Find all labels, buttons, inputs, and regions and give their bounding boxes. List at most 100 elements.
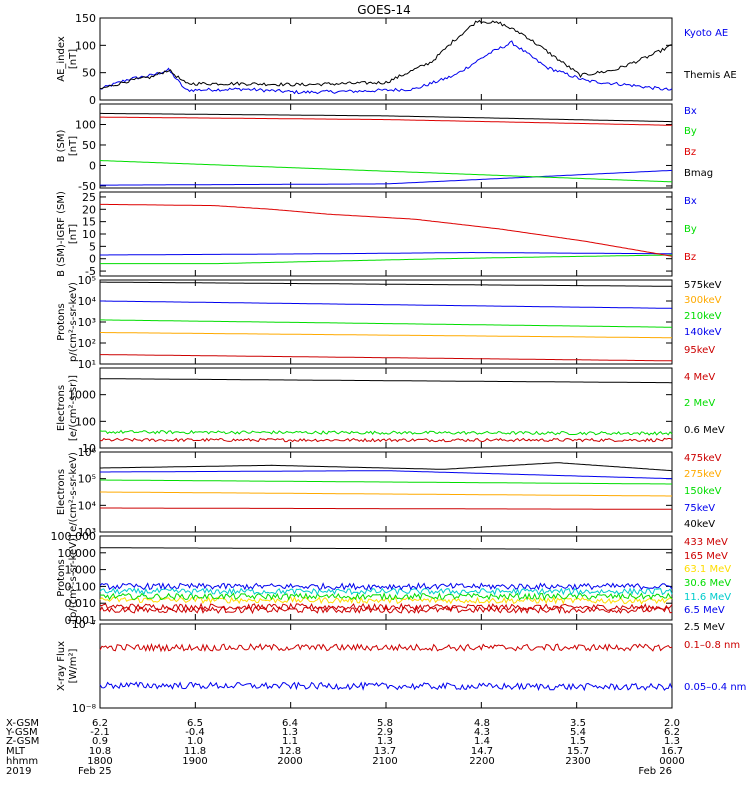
legend-300kev: 300keV bbox=[684, 295, 722, 306]
ephemeris-row-label: Y-GSM bbox=[5, 727, 38, 738]
legend-30-6-mev: 30.6 MeV bbox=[684, 578, 731, 589]
ephemeris-value: 2200 bbox=[469, 756, 494, 767]
ephemeris-table: X-GSMY-GSMZ-GSMMLThhmm20196.2-2.10.910.8… bbox=[5, 718, 685, 777]
y-tick-label: 10³ bbox=[78, 316, 96, 329]
series-line-kyoto-ae bbox=[99, 40, 673, 95]
ephemeris-value: 1.0 bbox=[187, 736, 203, 747]
legend-4-mev: 4 MeV bbox=[684, 372, 715, 383]
y-axis-label: Protons bbox=[56, 303, 67, 340]
legend-0-05-0-4-nm: 0.05–0.4 nm bbox=[684, 682, 746, 693]
ephemeris-value: Feb 25 bbox=[78, 766, 112, 777]
series-line-95kev bbox=[100, 354, 673, 362]
panel-frame bbox=[99, 103, 673, 189]
series-line-0-6-mev bbox=[100, 378, 672, 384]
ephemeris-value: 0000 bbox=[659, 756, 684, 767]
y-tick-label: 10¹ bbox=[78, 358, 96, 371]
ephemeris-row-label: X-GSM bbox=[6, 718, 39, 729]
ephemeris-value: 6.2 bbox=[92, 718, 108, 729]
y-tick-label: 0.100 bbox=[65, 580, 97, 593]
series-line-0-05-0-4-nm bbox=[99, 681, 673, 692]
legend-75kev: 75keV bbox=[684, 503, 715, 514]
series-line-165-mev bbox=[99, 605, 673, 615]
ephemeris-value: 1.3 bbox=[664, 736, 680, 747]
ephemeris-value: -2.1 bbox=[90, 727, 110, 738]
y-axis-label: B (SM)-IGRF (SM) bbox=[56, 191, 67, 277]
legend-0-1-0-8-nm: 0.1–0.8 nm bbox=[684, 640, 740, 651]
legend-kyoto-ae: Kyoto AE bbox=[684, 28, 728, 39]
panel-magpd_electrons: 10³ 10⁴ 10⁵ 10⁶ Electrons e/(cm²-s-sr-keV) 475… bbox=[56, 446, 722, 539]
y-tick-label: 10⁶ bbox=[78, 446, 97, 459]
legend-275kev: 275keV bbox=[684, 469, 722, 480]
ephemeris-value: Feb 26 bbox=[638, 766, 672, 777]
ephemeris-row-label: 2019 bbox=[6, 766, 31, 777]
legend-63-1-mev: 63.1 MeV bbox=[684, 564, 731, 575]
legend-2-mev: 2 MeV bbox=[684, 398, 715, 409]
series-line-300kev bbox=[100, 332, 673, 339]
y-tick-label: 1.000 bbox=[65, 564, 97, 577]
y-tick-label: 20 bbox=[82, 203, 96, 216]
ephemeris-value: 6.4 bbox=[282, 718, 298, 729]
series-line-2-mev bbox=[99, 429, 673, 436]
panel-ae: 0 50 100 150 AE_index [nT] Kyoto AE Themis AE bbox=[56, 12, 737, 107]
legend-2-5-mev: 2.5 MeV bbox=[684, 622, 725, 633]
legend-0-6-mev: 0.6 MeV bbox=[684, 425, 725, 436]
y-axis-label: [p/(cm²-s-sr-keV)] bbox=[68, 534, 79, 622]
ephemeris-value: 6.2 bbox=[664, 727, 680, 738]
y-tick-label: 10⁵ bbox=[78, 473, 96, 486]
series-line-475kev bbox=[100, 507, 672, 510]
legend-6-5-mev: 6.5 MeV bbox=[684, 605, 725, 616]
ephemeris-value: 1.3 bbox=[377, 736, 393, 747]
y-tick-label: 0 bbox=[89, 159, 96, 172]
legend-140kev: 140keV bbox=[684, 327, 722, 338]
series-line-140kev bbox=[100, 300, 673, 309]
y-tick-label: 0 bbox=[89, 94, 96, 107]
legend-bx: Bx bbox=[684, 106, 697, 117]
y-tick-label: 100.000 bbox=[51, 530, 97, 543]
series-line-6-5-mev bbox=[99, 582, 673, 591]
ephemeris-value: 1.1 bbox=[282, 736, 298, 747]
y-axis-label: p/(cm²-s-sr-keV) bbox=[68, 282, 79, 362]
legend-40kev: 40keV bbox=[684, 519, 715, 530]
ephemeris-value: 10.8 bbox=[89, 746, 111, 757]
series-line-11-6-mev bbox=[99, 587, 673, 596]
y-axis-label: Electrons bbox=[56, 469, 67, 515]
ephemeris-row-label: hhmm bbox=[6, 756, 38, 767]
y-tick-label: 10.000 bbox=[58, 547, 97, 560]
ephemeris-value: 16.7 bbox=[661, 746, 683, 757]
series-line-bx bbox=[100, 169, 673, 186]
y-tick-label: 10 bbox=[82, 442, 96, 455]
ephemeris-value: 4.8 bbox=[474, 718, 490, 729]
series-line-433-mev bbox=[99, 602, 673, 612]
figure-title: GOES-14 bbox=[357, 3, 411, 17]
ephemeris-value: 2100 bbox=[372, 756, 397, 767]
y-tick-label: 10⁴ bbox=[78, 499, 97, 512]
ephemeris-value: 2300 bbox=[565, 756, 590, 767]
ephemeris-value: 1.5 bbox=[570, 736, 586, 747]
ephemeris-value: 2.9 bbox=[377, 727, 393, 738]
y-axis-label: B (SM) bbox=[56, 129, 67, 162]
series-line-by bbox=[100, 254, 672, 265]
legend-themis-ae: Themis AE bbox=[683, 70, 737, 81]
legend-210kev: 210keV bbox=[684, 311, 722, 322]
ephemeris-value: 5.8 bbox=[377, 718, 393, 729]
y-axis-label: [e/(cm²-s-sr)] bbox=[68, 375, 79, 441]
y-tick-label: -5 bbox=[85, 265, 96, 278]
y-tick-label: 10⁵ bbox=[78, 274, 96, 287]
legend-bmag: Bmag bbox=[684, 168, 713, 179]
series-line-bx bbox=[100, 252, 672, 256]
ephemeris-value: 15.7 bbox=[567, 746, 589, 757]
series-line-75kev bbox=[100, 470, 673, 480]
ephemeris-value: 5.4 bbox=[570, 727, 586, 738]
legend-475kev: 475keV bbox=[684, 453, 722, 464]
legend-95kev: 95keV bbox=[684, 345, 715, 356]
y-tick-label: -50 bbox=[78, 180, 96, 193]
y-tick-label: 0 bbox=[89, 253, 96, 266]
legend-bz: Bz bbox=[684, 252, 696, 263]
ephemeris-value: 4.3 bbox=[474, 727, 490, 738]
panel-frame bbox=[99, 17, 673, 101]
series-line-275kev bbox=[100, 491, 672, 497]
y-tick-label: 150 bbox=[75, 12, 96, 25]
y-tick-label: 15 bbox=[82, 216, 96, 229]
